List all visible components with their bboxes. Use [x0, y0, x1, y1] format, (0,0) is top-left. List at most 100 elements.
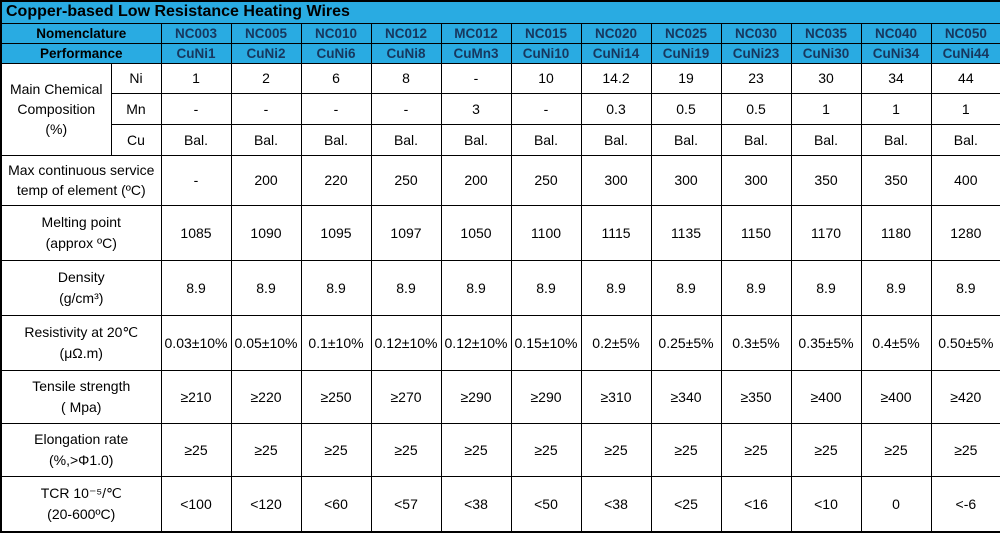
melting-point-value: 1170: [790, 204, 862, 261]
tensile-strength-value: ≥290: [440, 369, 512, 424]
elongation-value: ≥25: [930, 422, 1000, 477]
density-value: 8.9: [230, 259, 302, 316]
tcr-row: TCR 10⁻⁵/℃ (20-600ºC) <100 <120 <60 <57 <38 <…: [0, 475, 1000, 533]
nomenclature-value: NC003: [160, 22, 232, 44]
tensile-strength-value: ≥220: [230, 369, 302, 424]
performance-row: Performance CuNi1 CuNi2 CuNi6 CuNi8 CuMn3 CuN…: [0, 42, 1000, 64]
density-value: 8.9: [720, 259, 792, 316]
melting-point-row: Melting point (approx ºC) 1085 1090 1095 10…: [0, 204, 1000, 261]
tensile-strength-value: ≥420: [930, 369, 1000, 424]
density-value: 8.9: [860, 259, 932, 316]
tcr-value: <25: [650, 475, 722, 533]
max-temp-value: -: [160, 154, 232, 206]
element-label-mn: Mn: [110, 92, 162, 125]
elongation-value: ≥25: [650, 422, 722, 477]
composition-mn-value: 0.5: [720, 92, 792, 125]
resistivity-value: 0.12±10%: [440, 314, 512, 371]
tcr-value: <38: [580, 475, 652, 533]
nomenclature-value: MC012: [440, 22, 512, 44]
composition-mn-value: 3: [440, 92, 512, 125]
max-temp-value: 300: [720, 154, 792, 206]
composition-ni-value: 6: [300, 62, 372, 94]
composition-cu-value: Bal.: [790, 123, 862, 156]
composition-mn-value: -: [510, 92, 582, 125]
max-temp-row: Max continuous service temp of element (…: [0, 154, 1000, 206]
performance-value: CuNi14: [580, 42, 652, 64]
tensile-strength-value: ≥210: [160, 369, 232, 424]
title-row: Copper-based Low Resistance Heating Wire…: [0, 0, 1000, 24]
tcr-value: <50: [510, 475, 582, 533]
tcr-value: <-6: [930, 475, 1000, 533]
performance-value: CuNi1: [160, 42, 232, 64]
page-title: Copper-based Low Resistance Heating Wire…: [0, 0, 1000, 24]
tcr-value: <10: [790, 475, 862, 533]
nomenclature-value: NC010: [300, 22, 372, 44]
max-temp-value: 400: [930, 154, 1000, 206]
elongation-value: ≥25: [720, 422, 792, 477]
tensile-strength-row: Tensile strength ( Mpa) ≥210 ≥220 ≥250 ≥270…: [0, 369, 1000, 424]
resistivity-value: 0.35±5%: [790, 314, 862, 371]
composition-mn-value: 1: [930, 92, 1000, 125]
composition-cu-value: Bal.: [230, 123, 302, 156]
elongation-value: ≥25: [860, 422, 932, 477]
composition-cu-value: Bal.: [370, 123, 442, 156]
tcr-label: TCR 10⁻⁵/℃ (20-600ºC): [0, 475, 162, 533]
melting-point-value: 1050: [440, 204, 512, 261]
composition-ni-value: -: [440, 62, 512, 94]
tcr-value: 0: [860, 475, 932, 533]
elongation-value: ≥25: [580, 422, 652, 477]
melting-point-value: 1135: [650, 204, 722, 261]
max-temp-value: 220: [300, 154, 372, 206]
resistivity-value: 0.05±10%: [230, 314, 302, 371]
nomenclature-value: NC030: [720, 22, 792, 44]
resistivity-value: 0.12±10%: [370, 314, 442, 371]
melting-point-value: 1095: [300, 204, 372, 261]
density-label: Density (g/cm³): [0, 259, 162, 316]
melting-point-label: Melting point (approx ºC): [0, 204, 162, 261]
composition-cu-value: Bal.: [440, 123, 512, 156]
composition-mn-value: -: [300, 92, 372, 125]
composition-mn-value: -: [370, 92, 442, 125]
density-value: 8.9: [510, 259, 582, 316]
composition-row-ni: Main Chemical Composition (%) Ni 1 2 6 8-10…: [0, 62, 1000, 156]
density-value: 8.9: [440, 259, 512, 316]
composition-mn-value: 1: [790, 92, 862, 125]
composition-ni-value: 2: [230, 62, 302, 94]
elongation-value: ≥25: [370, 422, 442, 477]
composition-row-mn: Mn - - - -3-0.3 0.5 0.5 1 1 1: [1, 92, 1000, 125]
composition-cu-value: Bal.: [580, 123, 652, 156]
tensile-strength-value: ≥340: [650, 369, 722, 424]
max-temp-value: 350: [860, 154, 932, 206]
composition-ni-value: 8: [370, 62, 442, 94]
performance-value: CuNi8: [370, 42, 442, 64]
resistivity-value: 0.03±10%: [160, 314, 232, 371]
max-temp-value: 300: [650, 154, 722, 206]
tcr-value: <38: [440, 475, 512, 533]
melting-point-value: 1180: [860, 204, 932, 261]
elongation-value: ≥25: [230, 422, 302, 477]
composition-group-label: Main Chemical Composition (%): [0, 62, 112, 156]
composition-ni-value: 14.2: [580, 62, 652, 94]
melting-point-value: 1090: [230, 204, 302, 261]
performance-label: Performance: [0, 42, 162, 64]
tensile-strength-value: ≥250: [300, 369, 372, 424]
composition-ni-value: 44: [930, 62, 1000, 94]
max-temp-value: 250: [370, 154, 442, 206]
tensile-strength-label: Tensile strength ( Mpa): [0, 369, 162, 424]
nomenclature-value: NC015: [510, 22, 582, 44]
performance-value: CuNi23: [720, 42, 792, 64]
resistivity-value: 0.1±10%: [300, 314, 372, 371]
resistivity-value: 0.25±5%: [650, 314, 722, 371]
composition-cu-value: Bal.: [300, 123, 372, 156]
performance-value: CuNi10: [510, 42, 582, 64]
composition-ni-value: 1: [160, 62, 232, 94]
resistivity-row: Resistivity at 20℃ (μΩ.m) 0.03±10% 0.05±1…: [0, 314, 1000, 371]
nomenclature-value: NC020: [580, 22, 652, 44]
tensile-strength-value: ≥290: [510, 369, 582, 424]
composition-mn-value: -: [230, 92, 302, 125]
resistivity-value: 0.15±10%: [510, 314, 582, 371]
melting-point-value: 1085: [160, 204, 232, 261]
density-value: 8.9: [650, 259, 722, 316]
performance-value: CuNi6: [300, 42, 372, 64]
tensile-strength-value: ≥400: [860, 369, 932, 424]
